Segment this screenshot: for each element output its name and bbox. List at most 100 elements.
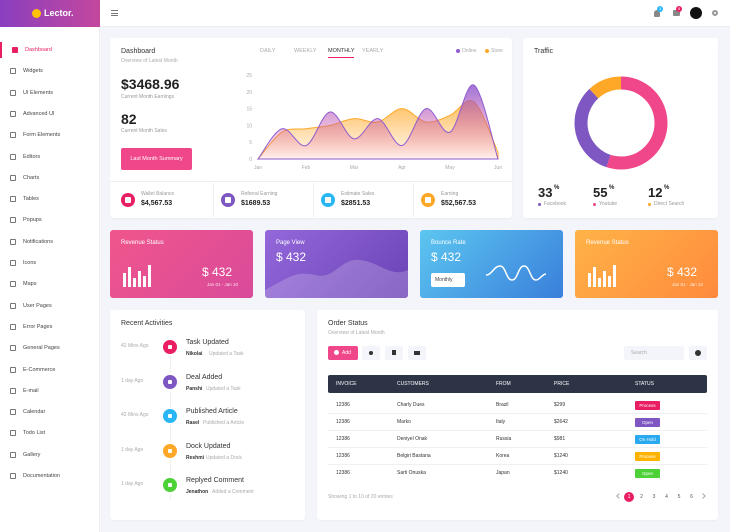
table-cell: Russia xyxy=(496,436,512,442)
menu-label: Tables xyxy=(23,196,39,203)
earnings-label: Current Month Earnings xyxy=(121,94,175,100)
print-button[interactable] xyxy=(408,346,426,360)
donut-segment xyxy=(574,76,668,170)
menu-label: E-mail xyxy=(23,387,39,394)
menu-item[interactable]: E-Commerce xyxy=(0,362,100,378)
stat-icon xyxy=(321,193,335,207)
stat-card: Revenue Status $ 432 Jan 01 - Jan 10 xyxy=(575,230,718,298)
menu-item[interactable]: Tables xyxy=(0,191,100,207)
logo-icon xyxy=(32,9,41,18)
menu-item[interactable]: Calendar xyxy=(0,404,100,420)
table-cell: Italy xyxy=(496,419,506,425)
row-divider xyxy=(328,413,707,414)
activity-action: Added a Comment xyxy=(212,489,254,495)
menu-item[interactable]: E-mail xyxy=(0,383,100,399)
logo[interactable]: Lector. xyxy=(0,0,100,27)
tab[interactable]: MONTHLY xyxy=(328,48,355,58)
traffic-name: Direct Search xyxy=(654,201,685,207)
page-link[interactable]: 3 xyxy=(652,494,656,500)
menu-icon xyxy=(10,132,16,139)
menu-label: Dashboard xyxy=(25,47,52,53)
menu-item[interactable]: Widgets xyxy=(0,63,100,79)
subtitle: Overview of Latest Month xyxy=(121,58,178,64)
donut-segment xyxy=(574,76,668,170)
page-link[interactable]: 5 xyxy=(677,494,681,500)
table-cell: Marko xyxy=(397,419,411,425)
menu-icon xyxy=(10,238,16,245)
mini-bar xyxy=(588,273,591,287)
menu-item[interactable]: Gallery xyxy=(0,447,100,463)
menu-icon xyxy=(10,196,16,203)
menu-item[interactable]: Icons xyxy=(0,255,100,271)
activity-icon xyxy=(163,374,177,389)
status-badge: Process xyxy=(635,452,660,461)
stat-icon xyxy=(121,193,135,207)
traffic-suffix: % xyxy=(664,185,670,191)
menu-label: Editors xyxy=(23,153,41,160)
activity-time: 42 Mins Ago xyxy=(121,343,149,349)
icon-glyph xyxy=(168,379,172,384)
settings[interactable] xyxy=(712,10,718,16)
menu-label: User Pages xyxy=(23,302,52,309)
search-button[interactable] xyxy=(689,346,707,360)
menu-item[interactable]: Error Pages xyxy=(0,319,100,335)
menu-item[interactable]: UI Elements xyxy=(0,85,100,101)
search-input[interactable]: Search xyxy=(624,346,684,360)
tab[interactable]: DAILY xyxy=(260,48,276,54)
page-link[interactable]: 2 xyxy=(640,494,643,500)
badge: 3 xyxy=(657,6,663,12)
menu-toggle[interactable] xyxy=(111,10,118,16)
menu-item[interactable]: Todo List xyxy=(0,425,100,441)
page-link[interactable]: 4 xyxy=(665,494,668,500)
menu-item[interactable]: Popups xyxy=(0,212,100,228)
menu-item[interactable]: Advanced UI xyxy=(0,106,100,122)
menu-label: Documentation xyxy=(23,473,60,479)
stat-value: $52,567.53 xyxy=(441,200,477,207)
menu-icon xyxy=(10,366,16,373)
avatar[interactable] xyxy=(690,7,702,19)
menu-label: Form Elements xyxy=(23,132,61,139)
page-link[interactable]: 6 xyxy=(690,494,693,500)
menu-item[interactable]: Documentation xyxy=(0,468,100,484)
menu-icon xyxy=(10,323,16,330)
mail[interactable] xyxy=(673,10,680,16)
sidebar: Dashboard Widgets UI Elements Advanced UI Fo… xyxy=(0,0,100,532)
menu-item[interactable]: Notifications xyxy=(0,234,100,250)
menu-label: Todo List xyxy=(23,430,46,437)
page-prev[interactable] xyxy=(616,493,622,499)
add-button[interactable]: Add xyxy=(328,346,358,360)
traffic-dot xyxy=(538,203,541,206)
row-divider xyxy=(328,430,707,431)
mini-bar xyxy=(613,265,616,287)
menu-icon xyxy=(10,217,16,224)
mini-bar xyxy=(128,267,131,287)
tab[interactable]: WEEKLY xyxy=(294,48,317,54)
menu-icon xyxy=(10,281,16,288)
table-cell: Charly Dues xyxy=(397,402,425,408)
menu-item[interactable]: General Pages xyxy=(0,340,100,356)
info-button[interactable] xyxy=(362,346,380,360)
tab[interactable]: YEARLY xyxy=(362,48,384,54)
menu-label: UI Elements xyxy=(23,89,53,96)
delete-button[interactable] xyxy=(385,346,403,360)
y-tick-label: 10 xyxy=(246,123,252,129)
menu-item[interactable]: Maps xyxy=(0,276,100,292)
activity-time: 1 day Ago xyxy=(121,481,144,487)
title: Dashboard xyxy=(121,48,156,55)
x-tick-label: Jan xyxy=(254,165,262,171)
menu-item[interactable]: User Pages xyxy=(0,298,100,314)
icon-glyph xyxy=(125,197,131,203)
x-tick-label: May xyxy=(445,165,455,171)
menu-item[interactable]: Editors xyxy=(0,149,100,165)
mini-bar xyxy=(593,267,596,287)
page-next[interactable] xyxy=(700,493,706,499)
menu-item[interactable]: Dashboard xyxy=(0,42,100,58)
divider xyxy=(413,183,414,217)
page-link[interactable]: 1 xyxy=(624,492,634,502)
summary-button[interactable]: Last Month Summary xyxy=(121,148,192,170)
menu-item[interactable]: Form Elements xyxy=(0,127,100,143)
select[interactable]: Monthly xyxy=(431,273,465,287)
menu-item[interactable]: Charts xyxy=(0,170,100,186)
mini-bar xyxy=(608,276,611,287)
bell[interactable] xyxy=(654,10,660,17)
